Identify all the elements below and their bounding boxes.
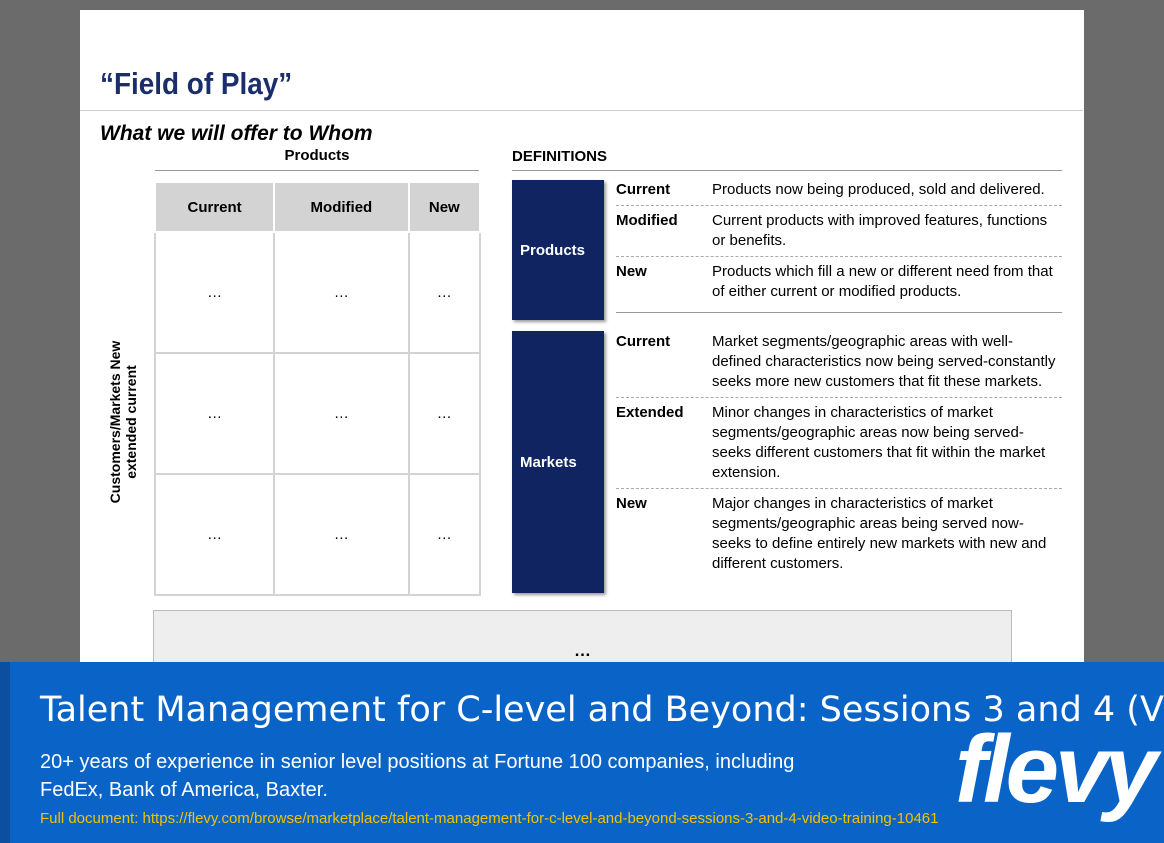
cell: … bbox=[273, 473, 410, 596]
term: Current bbox=[616, 181, 671, 198]
logo: flevy bbox=[955, 716, 1158, 823]
definitions-heading: DEFINITIONS bbox=[512, 148, 608, 165]
banner-description: 20+ years of experience in senior level … bbox=[40, 751, 795, 801]
cell: … bbox=[153, 352, 276, 475]
cell: … bbox=[407, 473, 482, 596]
footer-box: … bbox=[153, 610, 1012, 672]
banner: Talent Management for C-level and Beyond… bbox=[0, 662, 1164, 843]
subtitle: What we will offer to Whom bbox=[100, 122, 373, 145]
definition-row: Extended Minor changes in characteristics… bbox=[616, 403, 1062, 489]
definition-group: Current Products now being produced, sold… bbox=[616, 180, 1062, 313]
term: Modified bbox=[616, 212, 678, 229]
group-label: Markets bbox=[512, 331, 604, 593]
definition-row: New Major changes in characteristics of m… bbox=[616, 494, 1062, 579]
column-label: New bbox=[407, 181, 482, 233]
column-label: Modified bbox=[273, 181, 410, 233]
cell: … bbox=[273, 352, 410, 475]
banner-title: Talent Management for C-level and Beyond… bbox=[40, 690, 1164, 730]
cell: … bbox=[153, 231, 276, 354]
rule bbox=[512, 170, 1062, 171]
definition-group: Current Market segments/geographic areas … bbox=[616, 332, 1062, 584]
cell: … bbox=[407, 231, 482, 354]
cell: … bbox=[153, 473, 276, 596]
title: “Field of Play” bbox=[100, 66, 293, 101]
cell: … bbox=[273, 231, 410, 354]
definition: Current products with improved features,… bbox=[712, 212, 1048, 249]
definition-row: Modified Current products with improved f… bbox=[616, 211, 1062, 257]
banner-url[interactable]: Full document: https://flevy.com/browse/… bbox=[40, 810, 939, 827]
definition-row: Current Market segments/geographic areas … bbox=[616, 332, 1062, 398]
rule bbox=[155, 170, 479, 171]
definition: Products which fill a new or different n… bbox=[712, 263, 1053, 300]
row-axis-label: Customers/Markets New extended current bbox=[107, 340, 139, 504]
rule bbox=[80, 110, 1083, 111]
definition-row: New Products which fill a new or differen… bbox=[616, 262, 1062, 307]
definition: Products now being produced, sold and de… bbox=[712, 181, 1045, 198]
definition-row: Current Products now being produced, sold… bbox=[616, 180, 1062, 206]
term: New bbox=[616, 263, 647, 280]
column-label: Current bbox=[153, 181, 276, 233]
grid: Current Modified New ……… ……… ……… bbox=[153, 181, 482, 596]
group-label: Products bbox=[512, 180, 604, 320]
definition: Major changes in characteristics of mark… bbox=[712, 495, 1047, 572]
term: Extended bbox=[616, 404, 684, 421]
term: New bbox=[616, 495, 647, 512]
cell: … bbox=[407, 352, 482, 475]
term: Current bbox=[616, 333, 671, 350]
column-header: Products bbox=[284, 147, 350, 164]
definition: Minor changes in characteristics of mark… bbox=[712, 404, 1046, 481]
definition: Market segments/geographic areas with we… bbox=[712, 333, 1056, 390]
